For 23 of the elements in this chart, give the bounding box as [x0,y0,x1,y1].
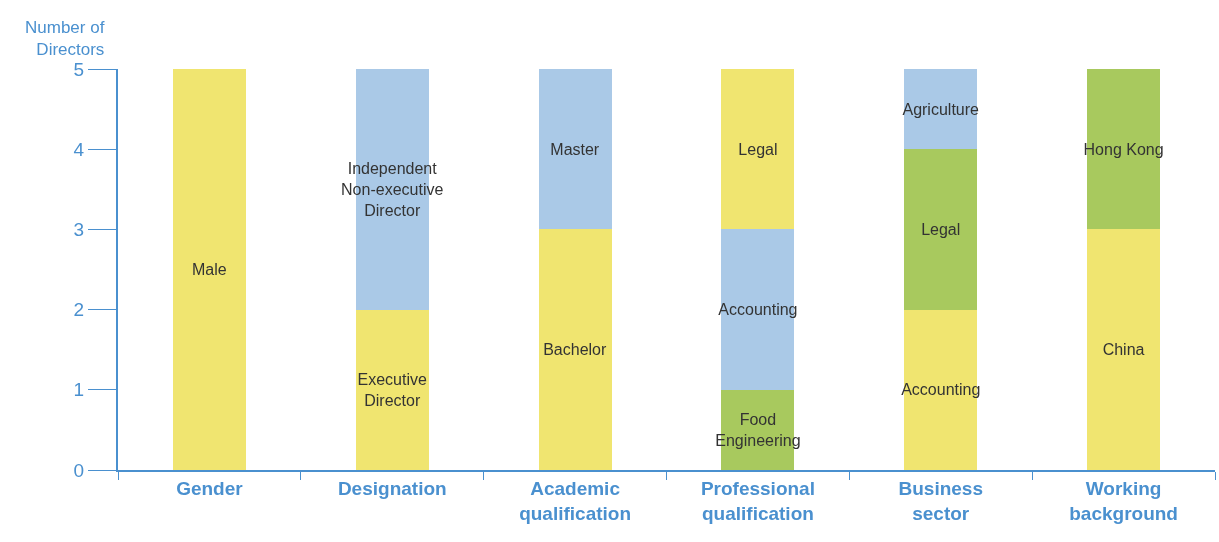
y-axis-title: Number of Directors [25,18,105,60]
x-tick-label: Gender [176,477,244,499]
x-tick-label: Business sector [898,477,983,524]
y-tick-label: 3 [73,219,85,241]
data-label: Bachelor [543,341,607,359]
data-label: Male [192,261,227,278]
data-label: Legal [921,220,961,238]
data-label: Accounting [718,301,798,319]
x-tick-label: Academic qualification [519,477,632,524]
y-tick-label: 5 [73,58,85,80]
data-label: Agriculture [902,100,980,118]
y-tick-label: 0 [73,459,85,481]
y-tick-label: 4 [73,138,85,160]
data-label: China [1102,341,1145,359]
data-label: Legal [738,140,778,158]
x-tick-label: Working background [1069,477,1178,524]
y-tick-label: 2 [73,299,85,321]
data-label: Master [550,140,600,158]
data-label: Independent Non-executive Director [341,160,444,219]
x-tick-label: Professional qualification [700,477,815,524]
x-tick-label: Designation [337,477,447,499]
y-tick-label: 1 [73,379,85,401]
data-label: Executive Director [357,370,427,409]
